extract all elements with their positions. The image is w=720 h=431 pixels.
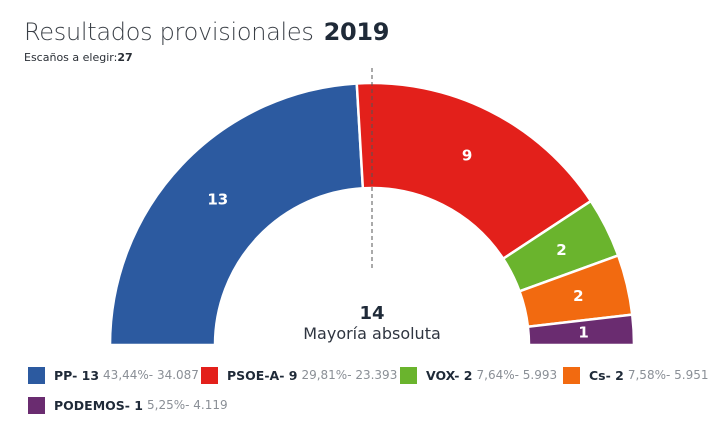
seats-value: 27 xyxy=(117,51,133,64)
majority-value: 14 xyxy=(359,303,385,324)
segment-podemos xyxy=(526,313,636,347)
legend-name: PODEMOS- 1 xyxy=(54,397,144,413)
legend-name: VOX- 2 xyxy=(426,367,473,383)
legend-stats: 7,64%- 5.993 xyxy=(476,368,558,382)
legend-stats: 7,58%- 5.951 xyxy=(627,368,709,382)
legend-swatch xyxy=(400,366,417,384)
seats-label: Escaños a elegir: xyxy=(24,51,118,64)
segment-label-vox: 2 xyxy=(556,241,566,259)
legend-swatch xyxy=(563,366,580,384)
legend-name: PSOE-A- 9 xyxy=(227,367,298,383)
segment-label-podemos: 1 xyxy=(578,324,588,342)
segment-label-cs: 2 xyxy=(573,287,583,305)
chart-segments xyxy=(108,81,636,347)
legend-stats: 29,81%- 23.393 xyxy=(301,368,398,382)
title-text: Resultados provisionales xyxy=(24,18,314,46)
seats-to-elect: Escaños a elegir:27 xyxy=(24,51,133,64)
legend-item-psoe-a: PSOE-A- 9 29,81%- 23.393 xyxy=(201,366,397,384)
segment-label-pp: 13 xyxy=(207,191,228,209)
legend-item-vox: VOX- 2 7,64%- 5.993 xyxy=(400,366,557,384)
segment-psoe-a xyxy=(355,81,593,261)
legend-stats: 5,25%- 4.119 xyxy=(147,398,228,412)
chart-title: Resultados provisionales 2019 xyxy=(24,18,389,46)
legend-name: Cs- 2 xyxy=(589,367,624,383)
legend-swatch xyxy=(28,396,45,414)
segment-pp xyxy=(108,82,365,347)
legend-name: PP- 13 xyxy=(54,367,100,383)
title-year: 2019 xyxy=(323,18,390,46)
majority-label: Mayoría absoluta xyxy=(303,324,441,343)
legend-swatch xyxy=(201,366,218,384)
chart-segment-labels: 13 9 2 2 1 xyxy=(207,147,589,342)
legend-item-cs: Cs- 2 7,58%- 5.951 xyxy=(563,366,708,384)
legend-stats: 43,44%- 34.087 xyxy=(103,368,199,382)
legend-item-podemos: PODEMOS- 1 5,25%- 4.119 xyxy=(28,396,228,414)
segment-label-psoe-a: 9 xyxy=(462,147,472,165)
legend-swatch xyxy=(28,366,45,384)
legend-item-pp: PP- 13 43,44%- 34.087 xyxy=(28,366,199,384)
majority-box: 14 Mayoría absoluta xyxy=(272,304,472,344)
